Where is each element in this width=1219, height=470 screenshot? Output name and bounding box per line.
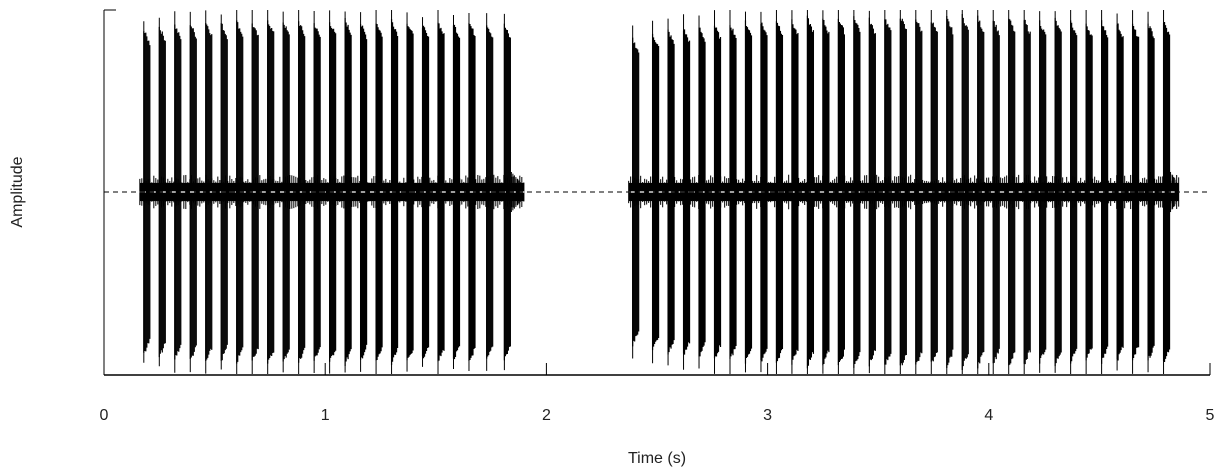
- x-tick-label: 4: [984, 407, 993, 424]
- x-tick-label: 1: [321, 407, 330, 424]
- pulse: [298, 10, 306, 374]
- x-tick-label: 0: [100, 407, 109, 424]
- pulse: [837, 10, 845, 374]
- pulse: [698, 15, 706, 369]
- x-tick-label: 5: [1206, 407, 1215, 424]
- x-tick-label: 3: [763, 407, 772, 424]
- waveform-series: [139, 10, 1180, 374]
- y-axis-label: Amplitude: [9, 156, 26, 227]
- x-axis-label: Time (s): [628, 450, 686, 467]
- x-tick-label: 2: [542, 407, 551, 424]
- x-axis-ticks: 0 1 2 3 4 5: [100, 363, 1215, 424]
